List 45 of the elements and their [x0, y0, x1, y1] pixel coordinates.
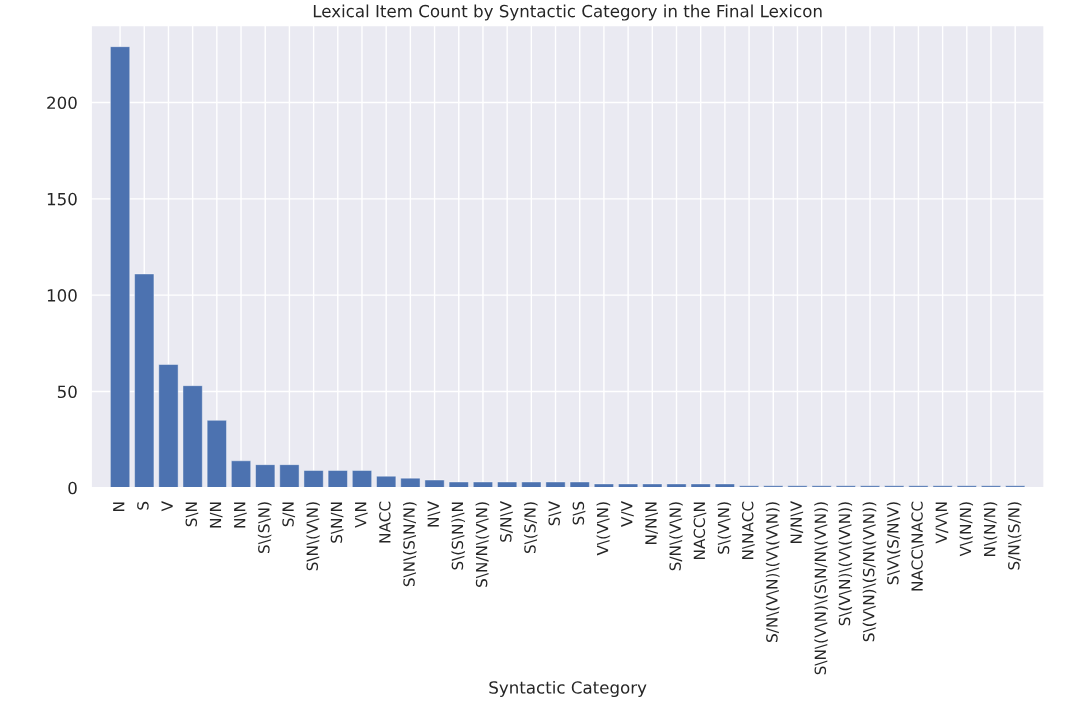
x-tick-label: S\N\(S\N/N) [403, 502, 417, 587]
x-tick-label: S\V\(S/N\V) [886, 502, 901, 585]
x-tick-label: N\NACC [741, 501, 755, 559]
chart-title: Lexical Item Count by Syntactic Category in the Final Lexicon [313, 4, 822, 21]
x-tick-label: N\V [427, 501, 441, 527]
y-tick-label: 50 [57, 385, 77, 399]
x-tick-label: N\N [234, 502, 247, 528]
x-tick-label: V\(V\N) [596, 502, 611, 556]
x-tick-label: S\N/N [330, 502, 344, 543]
y-tick-label: 0 [68, 481, 77, 495]
x-tick-label: N/N\V [790, 501, 804, 544]
x-tick-label: NACC\NACC [911, 501, 925, 591]
x-tick-label: S\N/N\(V\N) [475, 502, 490, 587]
x-tick-label: S\(S\N) [257, 502, 272, 553]
y-tick-label: 150 [47, 192, 77, 206]
x-tick-label: V\(N/N) [959, 502, 974, 557]
x-tick-label: V/V [621, 501, 634, 527]
x-tick-label: S/N\(V\N)\(V\(V\N)) [765, 502, 780, 642]
x-tick-label: S\(V\N)\(S/N\(V\N)) [862, 502, 877, 642]
x-tick-label: NACC\N [693, 502, 707, 559]
x-tick-label: S/N\(S/N) [1007, 502, 1022, 570]
x-tick-label: S\(V\N)\(V\(V\N)) [838, 502, 853, 626]
x-tick-label: S/N [282, 502, 296, 527]
x-axis-title: Syntactic Category [489, 680, 647, 698]
x-tick-label: N [113, 502, 125, 511]
x-tick-label: V\N [355, 502, 368, 528]
x-tick-label: S\(S\N)\N [451, 502, 465, 570]
x-tick-label: N\(N/N) [983, 502, 998, 556]
x-tick-label: V/V\N [935, 502, 949, 544]
x-tick-label: S\(V\N) [717, 502, 732, 554]
x-tick-label: S\S [572, 501, 586, 525]
x-tick-label: S\N\(V\N)\(S\N/N\(V\N)) [814, 502, 828, 675]
x-tick-label: S [137, 501, 149, 510]
x-tick-label: V [161, 501, 173, 512]
x-tick-label: S/N\(V\N) [669, 502, 683, 571]
x-tick-label: S\(S/N) [523, 502, 538, 553]
y-tick-label: 100 [47, 289, 77, 302]
x-tick-label: S\N\(V\N) [306, 502, 320, 571]
x-tick-label: S/N\V [500, 501, 513, 542]
x-tick-label: N/N [209, 502, 223, 528]
x-tick-label: S\N [185, 502, 199, 527]
x-tick-label: S\V [548, 501, 562, 526]
x-tick-label: NACC [379, 501, 391, 543]
x-tick-label: N/N\N [645, 502, 658, 545]
y-tick-label: 200 [47, 96, 77, 110]
